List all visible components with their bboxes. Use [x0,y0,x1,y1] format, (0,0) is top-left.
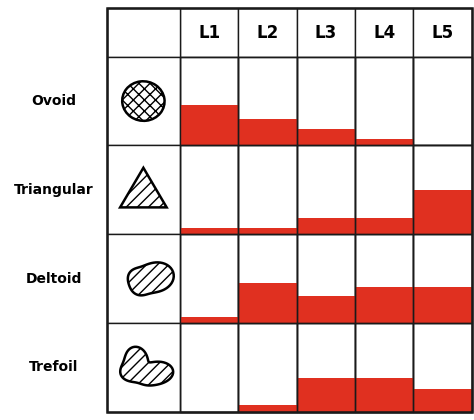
Text: L3: L3 [315,24,337,42]
Bar [238,57,297,145]
Bar [297,234,355,323]
Bar [238,145,297,234]
Bar [107,145,180,234]
Bar [355,145,413,234]
Bar [413,323,472,412]
Bar [107,234,180,323]
Text: Triangular: Triangular [14,183,93,197]
Bar [297,57,355,145]
Bar [180,8,238,57]
Bar [355,139,413,145]
Bar [355,145,413,234]
Text: L2: L2 [256,24,279,42]
Bar [180,323,238,412]
Text: Deltoid: Deltoid [26,271,82,286]
Bar [355,378,413,412]
Bar [297,129,355,145]
Bar [355,234,413,323]
Bar [107,323,180,412]
Bar [355,57,413,145]
Bar [238,323,297,412]
Bar [297,145,355,234]
Bar [413,234,472,323]
Bar [180,105,238,145]
Polygon shape [120,168,167,207]
Bar [297,57,355,145]
Text: Ovoid: Ovoid [31,94,76,108]
Bar [180,234,238,323]
Bar [413,234,472,323]
Bar [297,323,355,412]
Bar [238,405,297,412]
Bar [297,234,355,323]
Bar [413,57,472,145]
Bar [238,234,297,323]
Polygon shape [128,262,174,295]
Polygon shape [120,347,173,386]
Bar [297,8,355,57]
Bar [413,145,472,234]
Text: L4: L4 [373,24,395,42]
Bar [355,287,413,323]
Bar [180,234,238,323]
Bar [413,57,472,145]
Text: Trefoil: Trefoil [29,360,78,374]
Bar [355,323,413,412]
Bar [180,57,238,145]
Text: L5: L5 [431,24,454,42]
Bar [413,145,472,234]
Bar [297,378,355,412]
Bar [180,57,238,145]
Bar [107,57,180,145]
Bar [413,389,472,412]
Bar [413,190,472,234]
Bar [238,8,297,57]
Bar [355,323,413,412]
Bar [180,323,238,412]
Bar [107,8,180,57]
Bar [180,228,238,234]
Bar [238,228,297,234]
Bar [180,145,238,234]
Bar [297,145,355,234]
Bar [238,119,297,145]
Bar [180,145,238,234]
Bar [413,323,472,412]
Bar [297,323,355,412]
Bar [413,8,472,57]
Bar [238,234,297,323]
Bar [355,218,413,234]
Bar [297,218,355,234]
Bar [355,8,413,57]
Bar [238,145,297,234]
Bar [238,283,297,323]
Bar [297,296,355,323]
Bar [238,57,297,145]
Ellipse shape [122,81,164,121]
Bar [238,323,297,412]
Bar [355,234,413,323]
Bar [413,287,472,323]
Bar [107,8,472,412]
Bar [180,317,238,323]
Bar [355,57,413,145]
Text: L1: L1 [198,24,220,42]
